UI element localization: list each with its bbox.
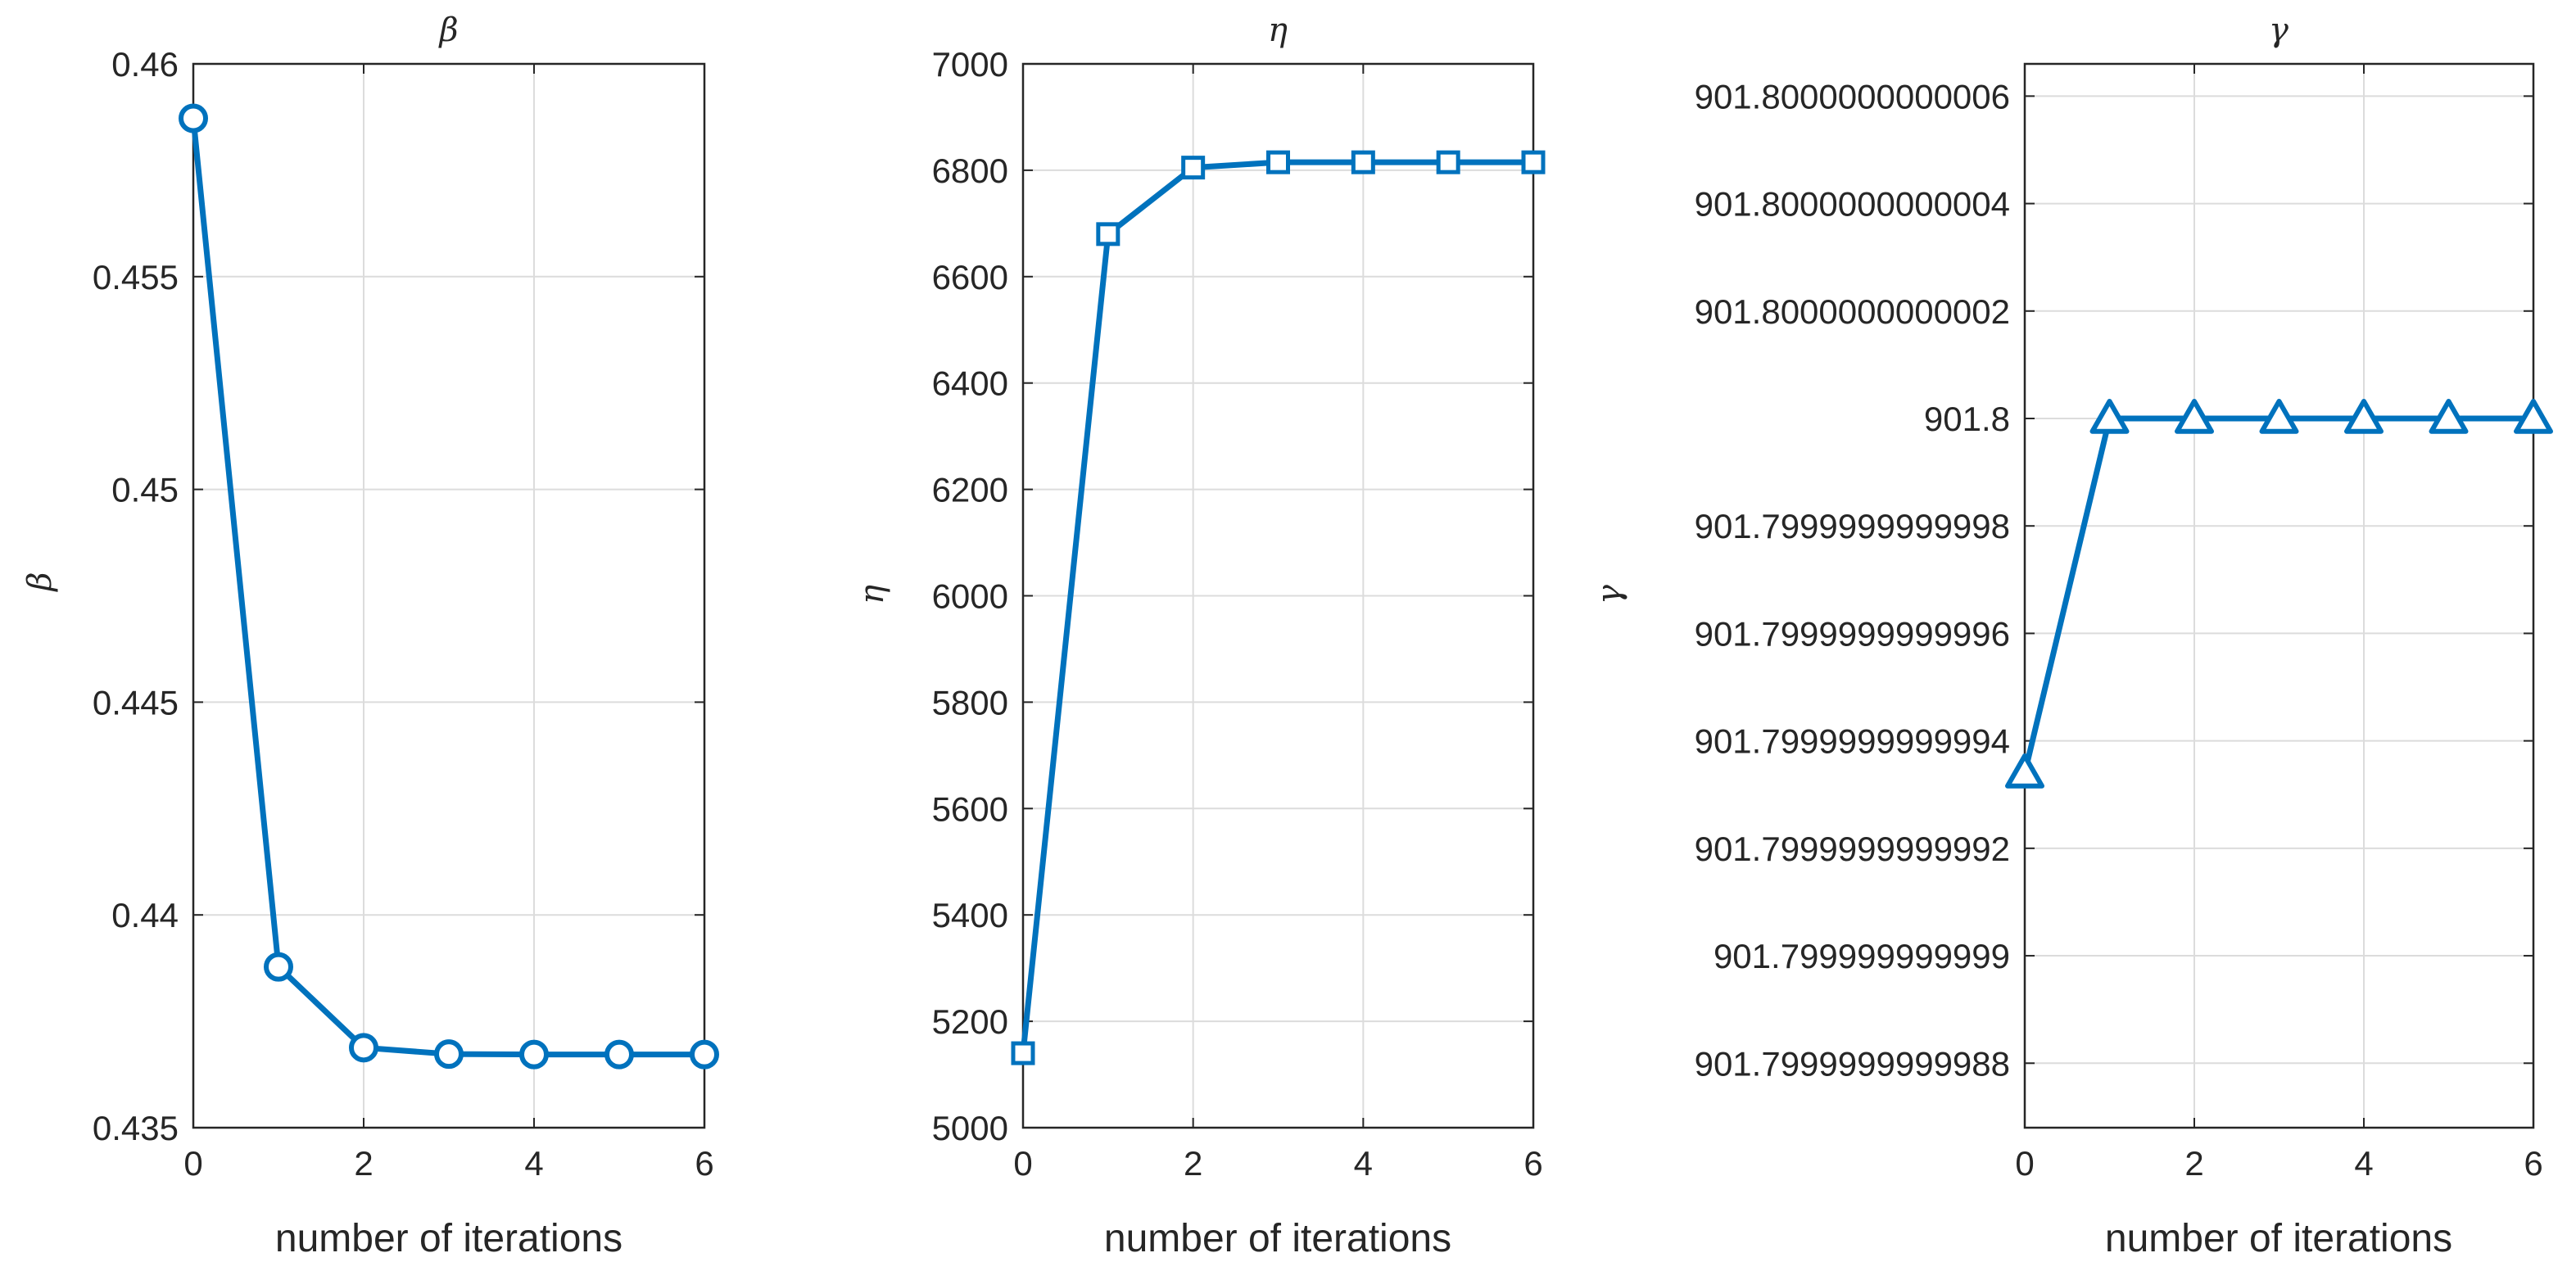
gamma-y-tick-label: 901.7999999999994 (1695, 722, 2010, 761)
eta-data-point (1266, 150, 1290, 174)
gamma-x-axis-label: number of iterations (2105, 1217, 2452, 1260)
eta-y-tick-label: 5600 (932, 789, 1008, 828)
gamma-y-tick-label: 901.8000000000006 (1695, 77, 2010, 115)
eta-y-tick-label: 6800 (932, 152, 1008, 190)
eta-y-axis-label: η (853, 585, 891, 604)
gamma-data-point (2175, 399, 2214, 434)
gamma-chart-title: γ (2269, 11, 2289, 49)
beta-y-tick-label: 0.45 (111, 471, 179, 509)
beta-x-axis-label: number of iterations (275, 1217, 622, 1260)
eta-chart-title: η (1268, 11, 1288, 49)
gamma-data-point (2005, 753, 2044, 789)
gamma-y-tick-label: 901.7999999999998 (1695, 507, 2010, 545)
gamma-data-point (2089, 399, 2130, 434)
gamma-y-tick-label: 901.8000000000004 (1695, 185, 2010, 224)
eta-x-tick-label: 2 (1184, 1144, 1202, 1183)
eta-y-tick-label: 5200 (932, 1002, 1008, 1041)
gamma-y-tick-label: 901.7999999999988 (1695, 1044, 2010, 1083)
gamma-data-point (2429, 399, 2469, 434)
eta-data-point (1436, 150, 1460, 174)
gamma-y-tick-label: 901.8 (1924, 400, 2010, 438)
eta-y-tick-label: 5000 (932, 1109, 1008, 1147)
eta-x-tick-label: 4 (1354, 1144, 1373, 1183)
eta-y-tick-label: 6000 (932, 577, 1008, 616)
gamma-grid (2024, 64, 2534, 1128)
eta-data-point (1011, 1041, 1035, 1065)
beta-y-tick-label: 0.445 (93, 683, 179, 721)
gamma-x-tick-label: 4 (2354, 1144, 2373, 1183)
eta-y-tick-label: 6600 (932, 258, 1008, 296)
gamma-x-tick-label: 6 (2524, 1144, 2542, 1183)
gamma-x-tick-label: 2 (2184, 1144, 2203, 1183)
gamma-chart: γ γ number of iterations 0 2 4 6 901.7999999… (1591, 11, 2553, 1260)
beta-data-point (519, 1039, 549, 1070)
eta-data-point (1521, 150, 1546, 174)
beta-data-point (434, 1039, 464, 1070)
eta-x-axis-label: number of iterations (1104, 1217, 1451, 1260)
eta-chart: η η number of iterations 0 2 4 6 5000 5200 540… (853, 11, 1546, 1260)
beta-x-tick-label: 0 (183, 1144, 202, 1183)
eta-y-tick-label: 6200 (932, 471, 1008, 509)
beta-x-tick-label: 2 (354, 1144, 373, 1183)
eta-x-tick-label: 6 (1523, 1144, 1542, 1183)
eta-data-point (1181, 156, 1206, 180)
gamma-y-tick-label: 901.799999999999 (1714, 937, 2010, 975)
eta-y-tick-label: 5800 (932, 683, 1008, 721)
eta-y-tick-label: 6400 (932, 364, 1008, 403)
beta-x-tick-label: 4 (524, 1144, 543, 1183)
gamma-axes-box (2023, 62, 2535, 1129)
beta-axes-box (192, 62, 706, 1129)
beta-chart: β β number of iterations 0 2 4 6 0.435 0.44 0.… (21, 11, 719, 1260)
beta-data-point (349, 1033, 378, 1063)
gamma-x-tick-label: 0 (2015, 1144, 2034, 1183)
eta-y-tick-label: 5400 (932, 896, 1008, 934)
beta-y-axis-label: β (21, 572, 59, 592)
gamma-plot-area (2025, 64, 2533, 1128)
beta-y-tick-label: 0.455 (93, 258, 179, 296)
beta-y-tick-label: 0.44 (111, 896, 179, 934)
beta-data-point (264, 952, 293, 982)
beta-x-tick-label: 6 (695, 1144, 713, 1183)
gamma-y-tick-label: 901.8000000000002 (1695, 292, 2010, 331)
beta-data-point (690, 1039, 719, 1070)
eta-axes-box (1021, 62, 1535, 1129)
eta-data-point (1096, 222, 1120, 247)
beta-data-point (179, 103, 208, 133)
gamma-y-tick-label: 901.7999999999992 (1695, 830, 2010, 868)
gamma-y-tick-label: 901.7999999999996 (1695, 614, 2010, 653)
beta-y-tick-label: 0.46 (111, 45, 179, 84)
gamma-data-point (2259, 399, 2299, 434)
gamma-data-point (2344, 399, 2384, 434)
gamma-y-axis-label: γ (1591, 585, 1628, 604)
eta-y-tick-label: 7000 (932, 45, 1008, 84)
eta-x-tick-label: 0 (1013, 1144, 1032, 1183)
beta-chart-title: β (437, 11, 458, 49)
eta-data-point (1351, 150, 1375, 174)
gamma-data-point (2514, 399, 2553, 434)
beta-data-point (604, 1039, 634, 1070)
beta-y-tick-label: 0.435 (93, 1109, 179, 1147)
